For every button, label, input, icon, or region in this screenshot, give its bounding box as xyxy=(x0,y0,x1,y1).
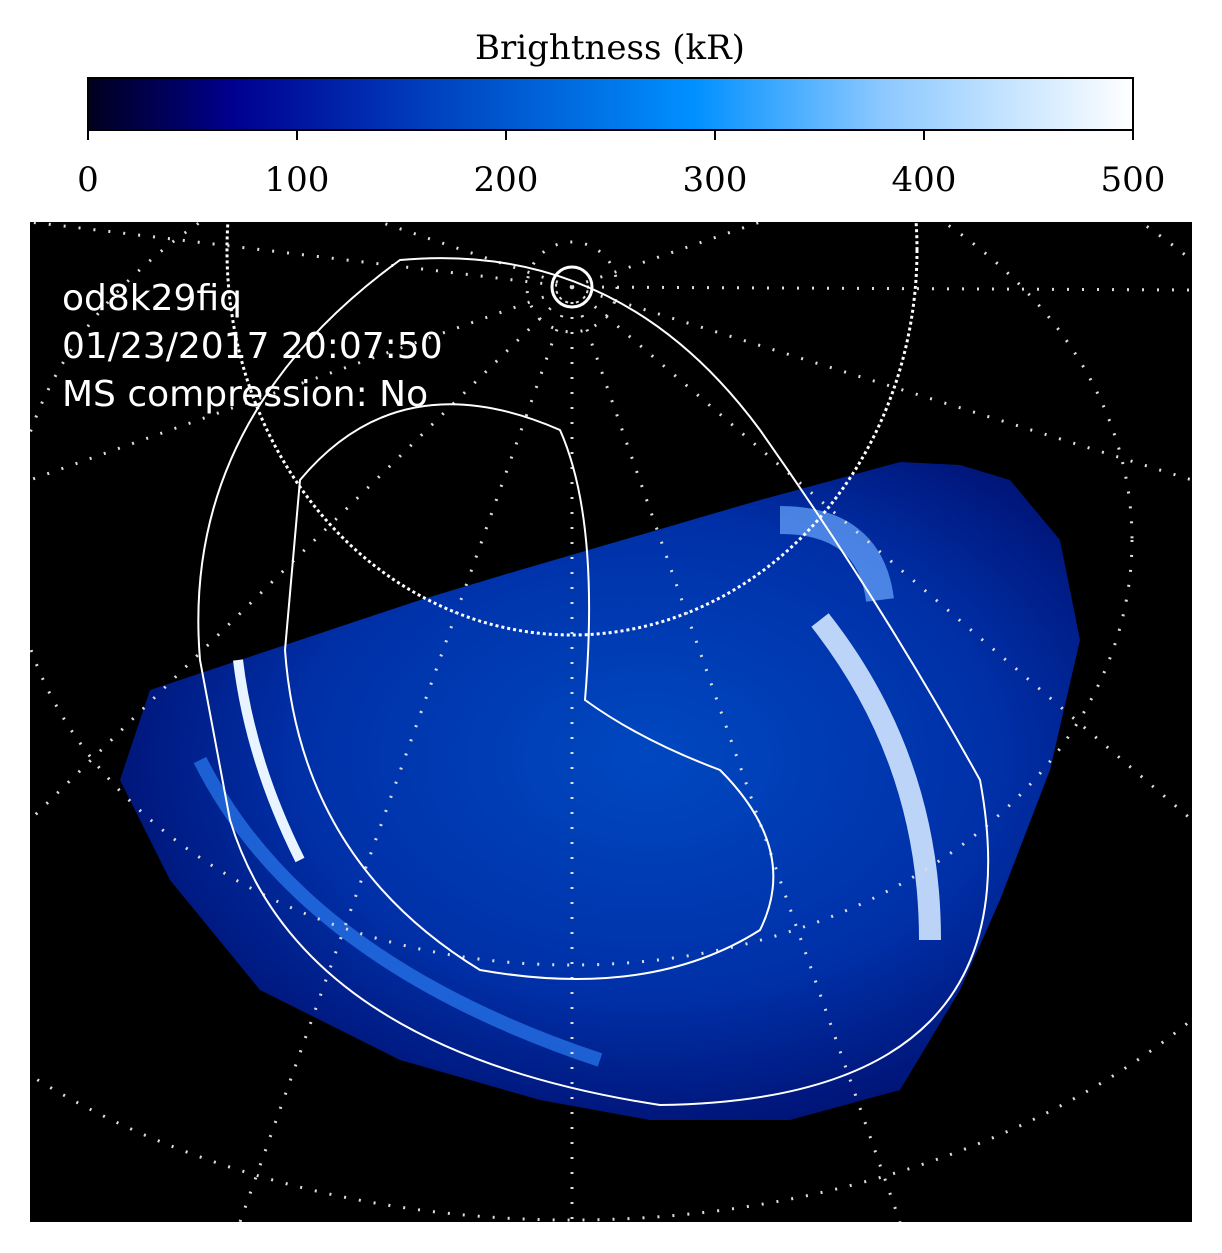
tick-label: 400 xyxy=(892,160,957,200)
annotation: od8k29fiq xyxy=(62,278,242,319)
tick-label: 200 xyxy=(474,160,539,200)
aurora xyxy=(120,462,1080,1120)
colorbar-fill xyxy=(87,77,1134,131)
colorbar: 0 100 200 300 400 500 xyxy=(77,77,1166,200)
arc xyxy=(193,756,603,1067)
grid-circle xyxy=(225,222,919,637)
tick-label: 100 xyxy=(265,160,330,200)
colorbar-label: Brightness (kR) xyxy=(475,28,745,68)
grid-circle xyxy=(525,240,619,334)
oval-contour xyxy=(197,257,990,1107)
arc xyxy=(811,613,941,941)
tick-label: 300 xyxy=(683,160,748,200)
arc xyxy=(233,659,305,863)
pole xyxy=(550,265,594,309)
meridians xyxy=(30,222,1192,1222)
oval-contour xyxy=(283,403,775,980)
annotation: MS compression: No xyxy=(62,374,428,415)
tick-label: 0 xyxy=(77,160,99,200)
annotation: 01/23/2017 20:07:50 xyxy=(62,326,443,367)
arc xyxy=(779,506,894,603)
grid-circle xyxy=(30,222,1134,967)
auroral-image: od8k29fiq 01/23/2017 20:07:50 MS compres… xyxy=(30,222,1192,1222)
tick-label: 500 xyxy=(1101,160,1166,200)
grid xyxy=(30,222,1192,1222)
